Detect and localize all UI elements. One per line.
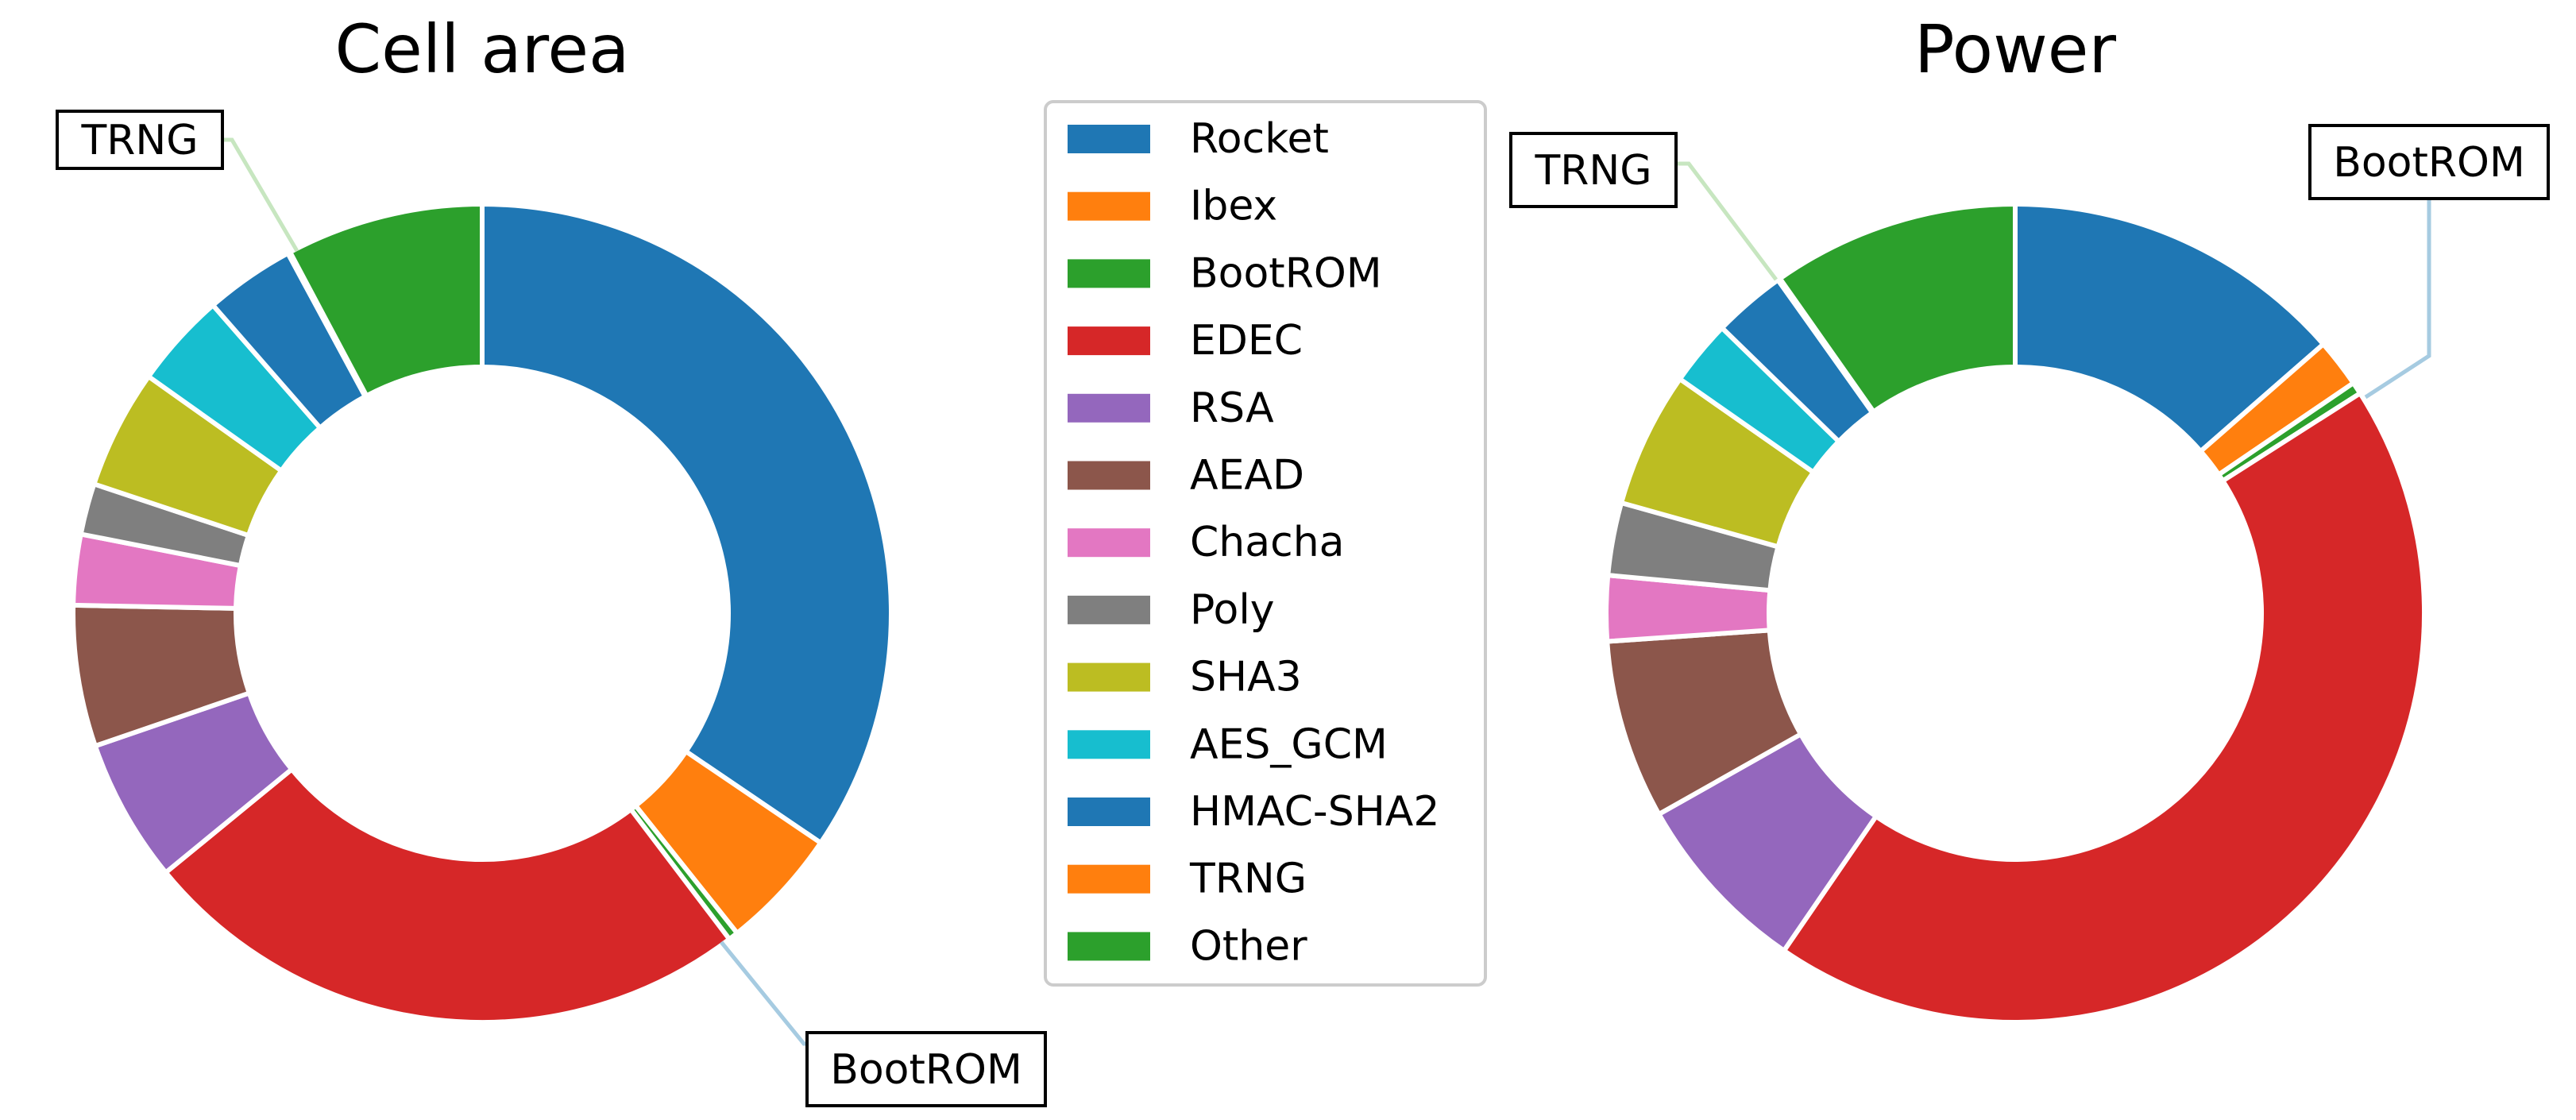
legend-label-aead: AEAD [1190, 452, 1304, 500]
legend-swatch-poly [1068, 595, 1150, 624]
legend-swatch-chacha [1068, 528, 1150, 558]
cell-area-slice-other [288, 202, 485, 399]
legend-swatch-sha3 [1068, 662, 1150, 692]
power-callouts: TRNG BootROM [1509, 124, 2550, 400]
legend-label-other: Other [1190, 922, 1307, 970]
power-slices [1604, 202, 2427, 1025]
power-title: Power [1914, 10, 2116, 88]
power-trng-leader-line [1676, 161, 1778, 281]
legend-label-edec: EDEC [1190, 317, 1303, 365]
cell-area-bootrom-callout-label: BootROM [830, 1046, 1022, 1094]
power-slice-edec [1781, 391, 2427, 1025]
legend-swatch-ibex [1068, 191, 1150, 221]
legend-label-rocket: Rocket [1190, 115, 1329, 163]
legend-label-aes-gcm: AES_GCM [1190, 720, 1388, 768]
cell-area-trng-callout-box [56, 110, 224, 170]
power-bootrom-callout-label: BootROM [2333, 139, 2525, 187]
power-slice-rocket [2013, 202, 2326, 454]
cell-area-chart: Cell area TRNG BootROM [56, 10, 1047, 1107]
cell-area-slice-rocket [480, 202, 894, 846]
cell-area-callouts: TRNG BootROM [56, 110, 1047, 1107]
legend-swatch-hmac-sha2 [1068, 798, 1150, 826]
cell-area-trng-callout-label: TRNG [80, 117, 198, 164]
power-chart: Power TRNG BootROM [1509, 10, 2550, 1025]
legend-label-chacha: Chacha [1190, 519, 1345, 566]
legend-label-ibex: Ibex [1190, 183, 1277, 230]
legend-swatch-bootrom [1068, 259, 1150, 288]
power-trng-callout-box [1509, 132, 1678, 208]
legend-label-trng: TRNG [1189, 855, 1307, 903]
legend-swatch-aead [1068, 461, 1150, 490]
legend-swatch-edec [1068, 326, 1150, 356]
cell-area-slice-edec [163, 767, 732, 1025]
legend-items: Rocket Ibex BootROM EDEC RSA AEAD Chacha Poly SH… [1068, 115, 1439, 970]
legend-label-hmac-sha2: HMAC-SHA2 [1190, 788, 1439, 836]
power-trng-callout-label: TRNG [1534, 147, 1651, 195]
legend-swatch-aes-gcm [1068, 730, 1150, 759]
legend-swatch-trng [1068, 864, 1150, 894]
legend-swatch-rsa [1068, 393, 1150, 423]
legend-label-bootrom: BootROM [1190, 249, 1382, 297]
cell-area-title: Cell area [334, 10, 629, 88]
power-slice-other [1777, 202, 2018, 415]
legend-label-rsa: RSA [1190, 384, 1274, 432]
cell-area-bootrom-leader-line [720, 940, 807, 1046]
legend-frame [1044, 100, 1487, 987]
legend-label-poly: Poly [1190, 586, 1275, 634]
legend: Rocket Ibex BootROM EDEC RSA AEAD Chacha Poly SH… [1044, 100, 1487, 987]
power-bootrom-leader-line [2364, 199, 2431, 400]
legend-label-sha3: SHA3 [1190, 654, 1302, 701]
power-bootrom-callout-box [2308, 124, 2550, 200]
legend-swatch-other [1068, 932, 1150, 961]
cell-area-slices [71, 202, 894, 1025]
cell-area-bootrom-callout-box [805, 1031, 1047, 1107]
legend-swatch-rocket [1068, 125, 1150, 153]
